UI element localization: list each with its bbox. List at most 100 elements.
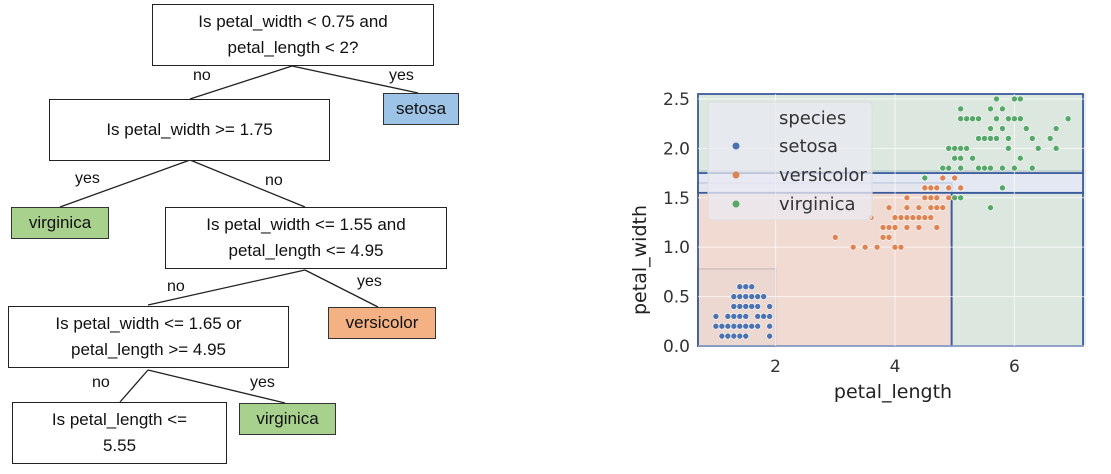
setosa-point [760, 293, 767, 300]
legend-title: species [779, 108, 846, 129]
edge-node4-node5 [119, 369, 149, 403]
virginica-point [1017, 95, 1024, 103]
setosa-point [736, 313, 744, 320]
virginica-point [963, 145, 970, 152]
versicolor-point [831, 233, 839, 241]
virginica-point [963, 115, 970, 123]
setosa-point [754, 293, 761, 300]
setosa-point [742, 283, 750, 291]
node5-line1: Is petal_length <= [51, 410, 188, 429]
edge-label-node4-no: no [92, 374, 110, 391]
virginica-point [981, 164, 988, 172]
setosa-point [736, 303, 744, 310]
setosa-point [754, 303, 761, 310]
virginica-point [939, 164, 947, 172]
virginica-point [957, 145, 964, 152]
setosa-point [736, 332, 744, 340]
setosa-point [748, 303, 756, 310]
virginica-point [957, 154, 964, 162]
x-tick-label: 6 [1009, 357, 1020, 377]
node-petal-length-5-55: Is petal_length <= 5.55 [12, 402, 227, 464]
edge-node2-virginica [59, 159, 191, 208]
virginica-point [951, 145, 958, 152]
virginica-point [1005, 135, 1012, 142]
legend-marker-versicolor [732, 171, 740, 179]
versicolor-point [897, 243, 905, 251]
setosa-point [712, 313, 720, 320]
virginica-point [993, 95, 1000, 103]
virginica-point [1052, 125, 1060, 132]
virginica-point [945, 164, 953, 172]
versicolor-point [927, 194, 935, 202]
virginica-point [921, 174, 929, 182]
setosa-point [766, 313, 773, 320]
virginica-point [987, 105, 994, 113]
edge-node3-versicolor [304, 269, 379, 308]
setosa-point [742, 313, 750, 320]
edge-root-setosa [291, 65, 419, 94]
virginica-point [1023, 125, 1030, 132]
node4-line1: Is petal_width <= 1.65 or [55, 314, 242, 333]
virginica-point [987, 125, 994, 132]
leaf-virginica-2: virginica [239, 403, 336, 435]
setosa-point [742, 303, 750, 310]
root-node: Is petal_width < 0.75 and petal_length < … [152, 4, 434, 66]
versicolor-point [873, 243, 881, 251]
versicolor-point [897, 214, 905, 221]
virginica-point [987, 204, 994, 211]
setosa-point [736, 293, 744, 300]
versicolor-point [933, 194, 941, 202]
tree-edges [59, 65, 419, 404]
setosa-point [760, 313, 767, 320]
setosa-point [730, 332, 738, 340]
versicolor-point [885, 224, 893, 231]
versicolor-point [903, 194, 911, 202]
setosa-point [730, 322, 738, 330]
legend-marker-setosa [732, 142, 740, 150]
leaf-versicolor: versicolor [328, 307, 436, 339]
edge-root-node2 [189, 65, 293, 100]
versicolor-point [891, 224, 899, 231]
edge-label-node2-yes: yes [75, 170, 100, 187]
y-tick-label: 1.0 [663, 238, 690, 258]
virginica-point [1017, 154, 1024, 162]
data-points [712, 95, 1072, 340]
versicolor-point [933, 204, 941, 211]
virginica-point [1011, 115, 1018, 123]
edge-label-root-no: no [193, 67, 211, 84]
virginica-point [957, 164, 964, 172]
versicolor-point [945, 194, 953, 202]
versicolor-point [927, 204, 935, 211]
legend-label-virginica: virginica [779, 194, 856, 215]
versicolor-point [945, 184, 953, 192]
virginica-point [975, 115, 982, 123]
edge-label-node2-no: no [265, 172, 283, 189]
legend-label-versicolor: versicolor [779, 165, 867, 186]
virginica-point [957, 115, 964, 123]
versicolor-point [885, 233, 893, 241]
virginica-point [993, 135, 1000, 142]
versicolor-point [933, 184, 941, 192]
x-tick-label: 4 [890, 357, 901, 377]
virginica-point [987, 135, 994, 142]
versicolor-point [921, 194, 929, 202]
x-tick-label: 2 [770, 357, 781, 377]
node-petal-width-1-65: Is petal_width <= 1.65 or petal_length >=… [8, 306, 289, 368]
setosa-point [748, 293, 756, 300]
root-line2: petal_length < 2? [227, 38, 359, 57]
leaf-setosa: setosa [383, 93, 459, 125]
setosa-point [766, 303, 773, 310]
virginica-point [999, 105, 1006, 113]
setosa-point [766, 322, 773, 330]
versicolor-point [921, 214, 929, 221]
legend-marker-virginica [732, 200, 740, 208]
virginica-point [999, 125, 1006, 132]
versicolor-point [903, 224, 911, 231]
y-tick-label: 1.5 [663, 189, 690, 209]
versicolor-point [891, 214, 899, 221]
versicolor-point [879, 233, 887, 241]
virginica-point [1011, 164, 1018, 172]
setosa-point [718, 322, 726, 330]
virginica-point [951, 154, 958, 162]
setosa-point [730, 293, 738, 300]
